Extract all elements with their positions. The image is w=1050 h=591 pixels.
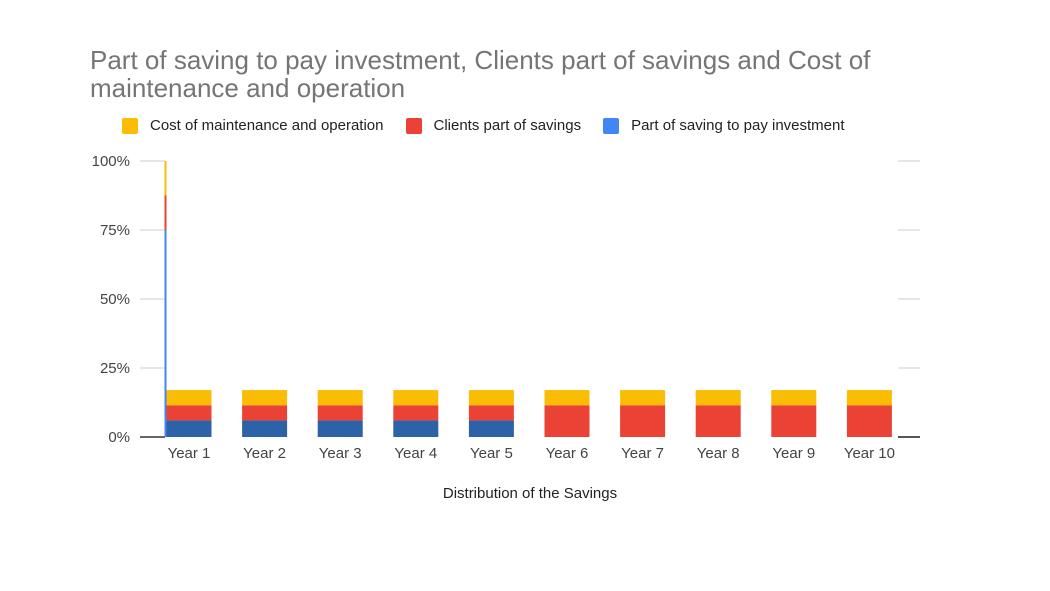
- chart-title: Part of saving to pay investment, Client…: [90, 45, 871, 103]
- bar-segment-clients[interactable]: [468, 405, 514, 421]
- gridlines: [140, 160, 920, 438]
- y-tick-label: 25%: [100, 360, 130, 377]
- legend-label-clients: Clients part of savings: [433, 117, 582, 134]
- bar-segment-clients[interactable]: [846, 405, 892, 437]
- legend-item-investment[interactable]: Part of saving to pay investment: [603, 117, 845, 134]
- y-tick-label: 100%: [92, 153, 130, 170]
- bar-segment-maintenance[interactable]: [242, 390, 288, 406]
- bar-segment-investment[interactable]: [393, 420, 439, 437]
- x-tick-label: Year 7: [621, 445, 664, 462]
- y-axis-ticks: 0% 25% 50% 75% 100%: [92, 153, 130, 446]
- x-tick-label: Year 9: [772, 445, 815, 462]
- x-tick-label: Year 5: [470, 445, 513, 462]
- x-tick-label: Year 1: [168, 445, 211, 462]
- bars: [166, 390, 892, 437]
- x-tick-label: Year 4: [394, 445, 437, 462]
- bar-segment-clients[interactable]: [393, 405, 439, 421]
- x-tick-label: Year 6: [546, 445, 589, 462]
- legend-swatch-maintenance: [122, 117, 138, 134]
- x-tick-label: Year 2: [243, 445, 286, 462]
- y-tick-label: 75%: [100, 222, 130, 239]
- legend-item-maintenance[interactable]: Cost of maintenance and operation: [122, 117, 384, 134]
- chart-legend: Cost of maintenance and operation Client…: [122, 117, 867, 134]
- y-tick-label: 50%: [100, 291, 130, 308]
- legend-label-investment: Part of saving to pay investment: [631, 117, 845, 134]
- bar-segment-maintenance[interactable]: [695, 390, 741, 406]
- bar-segment-clients[interactable]: [317, 405, 363, 421]
- bar-segment-investment[interactable]: [317, 420, 363, 437]
- legend-item-clients[interactable]: Clients part of savings: [405, 117, 582, 134]
- bar-segment-clients[interactable]: [695, 405, 741, 437]
- x-tick-label: Year 10: [844, 445, 895, 462]
- bar-segment-clients[interactable]: [544, 405, 590, 437]
- bar-segment-maintenance[interactable]: [468, 390, 514, 406]
- bar-segment-clients[interactable]: [771, 405, 817, 437]
- x-axis-ticks: Year 1 Year 2 Year 3 Year 4 Year 5 Year 6 Year…: [168, 445, 895, 462]
- y-tick-label: 0%: [108, 429, 130, 446]
- bar-segment-clients[interactable]: [166, 405, 212, 421]
- bar-segment-investment[interactable]: [166, 420, 212, 437]
- legend-swatch-clients: [405, 117, 422, 134]
- bar-segment-maintenance[interactable]: [393, 390, 439, 406]
- legend-label-maintenance: Cost of maintenance and operation: [150, 117, 384, 134]
- bar-segment-maintenance[interactable]: [846, 390, 892, 406]
- bar-segment-maintenance[interactable]: [317, 390, 363, 406]
- bar-segment-clients[interactable]: [242, 405, 288, 421]
- x-tick-label: Year 3: [319, 445, 362, 462]
- bar-segment-investment[interactable]: [242, 420, 288, 437]
- x-tick-label: Year 8: [697, 445, 740, 462]
- bar-segment-investment[interactable]: [468, 420, 514, 437]
- bar-segment-maintenance[interactable]: [166, 390, 212, 406]
- x-axis-title: Distribution of the Savings: [443, 485, 617, 502]
- bar-segment-clients[interactable]: [620, 405, 666, 437]
- legend-swatch-investment: [603, 117, 620, 134]
- bar-segment-maintenance[interactable]: [620, 390, 666, 406]
- bar-segment-maintenance[interactable]: [544, 390, 590, 406]
- bar-segment-maintenance[interactable]: [771, 390, 817, 406]
